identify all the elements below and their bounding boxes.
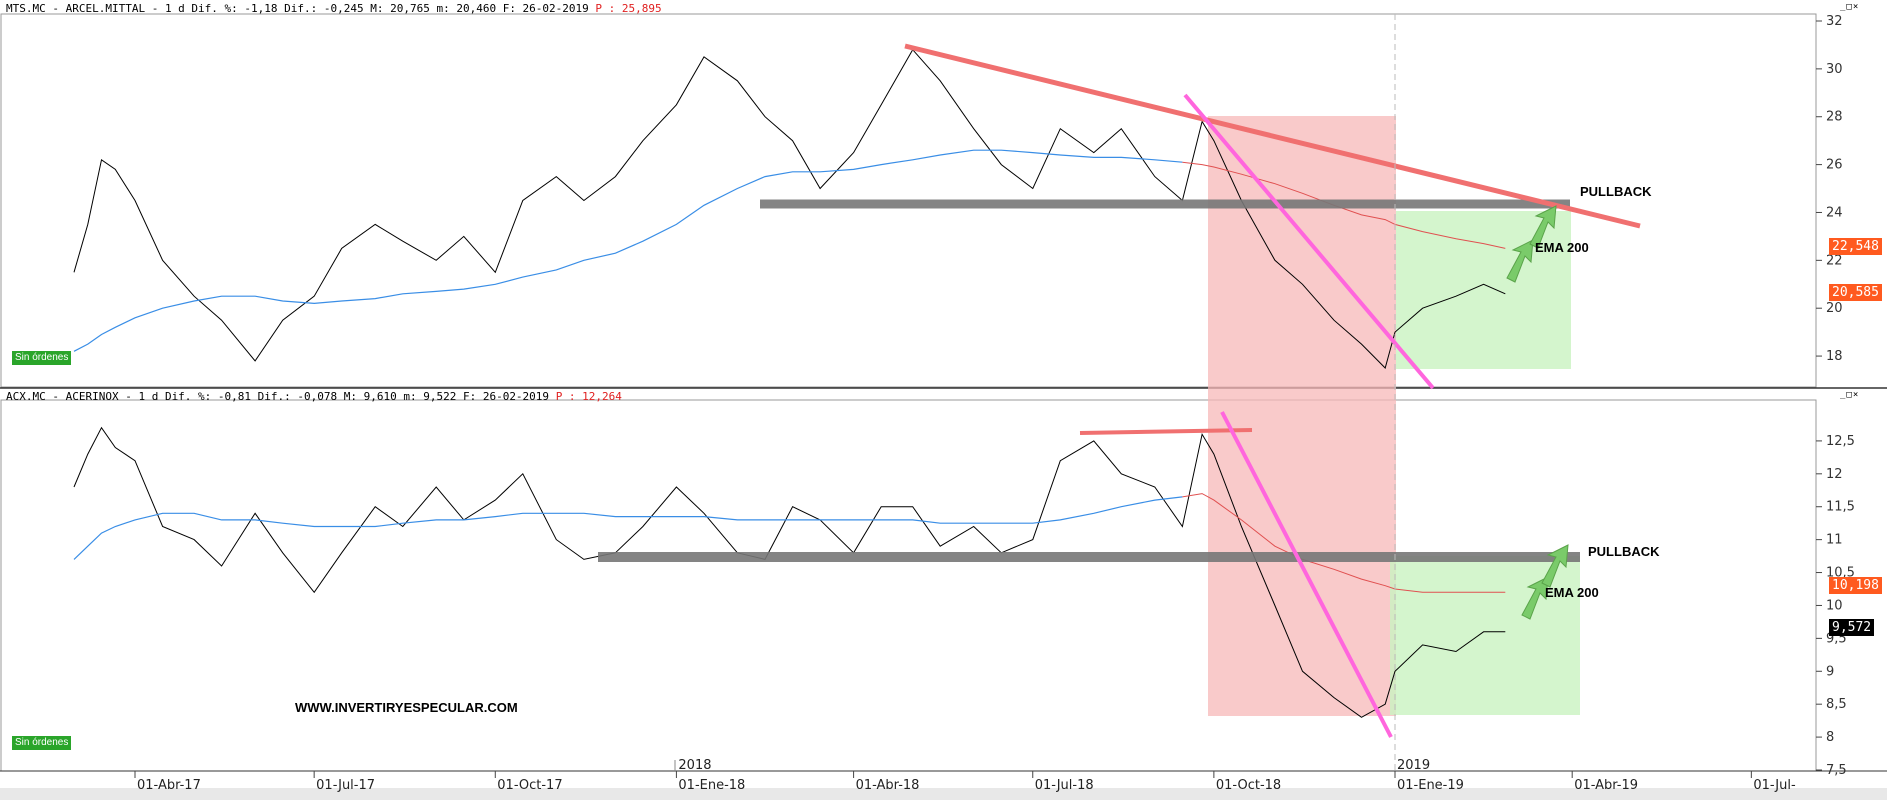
y-tick-label: 20 [1826,301,1843,316]
y-tick-label: 10,5 [1826,566,1855,581]
green-zone-top [1396,211,1571,369]
y-tick-label: 12 [1826,467,1843,482]
y-tick-label: 32 [1826,14,1843,29]
y-tick-label: 12,5 [1826,434,1855,449]
x-tick-label: 01-Jul-18 [1035,778,1094,793]
y-tick-label: 9 [1826,664,1834,679]
y-tick-label: 18 [1826,349,1843,364]
y-tick-label: 30 [1826,62,1843,77]
x-tick-label: 01-Jul-17 [316,778,375,793]
y-tick-label: 22 [1826,253,1843,268]
steep-trend-bottom [1220,411,1393,738]
arrow-icon [1541,544,1569,588]
x-tick-label: 01-Oct-17 [497,778,562,793]
ema-200-line [1182,161,1506,249]
horizontal-scrollbar [0,788,1887,800]
resistance-line-bottom [1079,428,1253,435]
y-tick-label: 9,5 [1826,631,1847,646]
x-tick-label: 01-Abr-19 [1574,778,1638,793]
x-tick-label: 01-Ene-19 [1397,778,1464,793]
x-tick-label: 01-Ene-18 [678,778,745,793]
year-label: 2019 [1397,758,1430,773]
y-tick-label: 8,5 [1826,697,1847,712]
y-tick-label: 7,5 [1826,763,1847,778]
y-tick-label: 11 [1826,533,1843,548]
y-tick-label: 10 [1826,598,1843,613]
y-tick-label: 26 [1826,158,1843,173]
ema-line-blue [73,149,1183,352]
x-tick-label: 01-Abr-17 [137,778,201,793]
y-tick-label: 24 [1826,205,1843,220]
x-tick-label: 01-Oct-18 [1216,778,1281,793]
y-tick-label: 28 [1826,110,1843,125]
ema-200-line [1182,493,1506,593]
plot-frame-top [0,13,1817,388]
arrow-icon [1506,239,1534,283]
year-label: 2018 [678,758,711,773]
arrow-icon [1529,205,1557,249]
arrow-icon [1521,576,1549,620]
y-tick-label: 8 [1826,730,1834,745]
y-tick-label: 11,5 [1826,500,1855,515]
downtrend-line-top [904,43,1641,229]
x-tick-label: 01-Abr-18 [856,778,920,793]
price-line [73,426,1506,718]
price-line [73,48,1506,369]
steep-trend-top [1183,93,1435,390]
x-tick-label: 01-Jul- [1753,778,1796,793]
ema-line-blue [73,496,1183,560]
